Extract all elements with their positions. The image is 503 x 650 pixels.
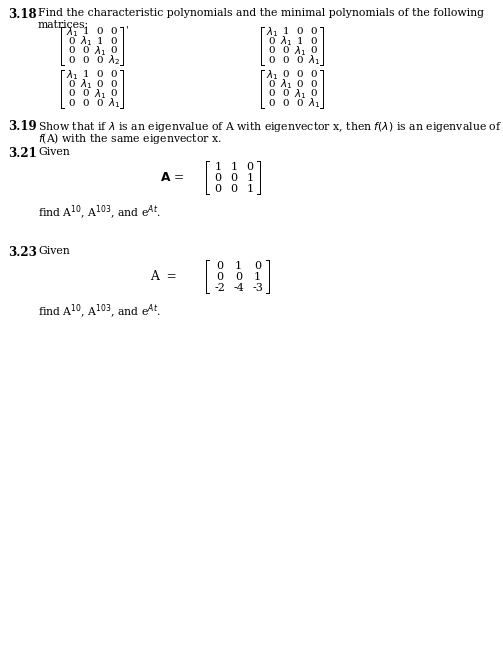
Text: $\lambda_1$: $\lambda_1$ bbox=[308, 53, 320, 67]
Text: 1: 1 bbox=[230, 161, 237, 172]
Text: 1: 1 bbox=[246, 172, 254, 183]
Text: Show that if $\lambda$ is an eigenvalue of A with eigenvector x, then $f(\lambda: Show that if $\lambda$ is an eigenvalue … bbox=[38, 120, 502, 134]
Text: find A$^{10}$, A$^{103}$, and e$^{At}$.: find A$^{10}$, A$^{103}$, and e$^{At}$. bbox=[38, 303, 161, 321]
Text: 0: 0 bbox=[111, 70, 117, 79]
Text: matrices:: matrices: bbox=[38, 20, 89, 29]
Text: $\mathbf{A}$ =: $\mathbf{A}$ = bbox=[160, 171, 184, 184]
Text: 0: 0 bbox=[97, 70, 103, 79]
Text: 1: 1 bbox=[214, 161, 221, 172]
Text: $\lambda_1$: $\lambda_1$ bbox=[79, 77, 92, 91]
Text: 0: 0 bbox=[69, 89, 75, 98]
Text: $f$(A) with the same eigenvector x.: $f$(A) with the same eigenvector x. bbox=[38, 131, 222, 146]
Text: 1: 1 bbox=[82, 27, 90, 36]
Text: 0: 0 bbox=[297, 99, 303, 108]
Text: 0: 0 bbox=[97, 56, 103, 65]
Text: 0: 0 bbox=[216, 261, 223, 270]
Text: 3.18: 3.18 bbox=[8, 8, 37, 21]
Text: 0: 0 bbox=[269, 80, 275, 89]
Text: 0: 0 bbox=[254, 261, 261, 270]
Text: 1: 1 bbox=[297, 37, 303, 46]
Text: 0: 0 bbox=[230, 183, 237, 194]
Text: -3: -3 bbox=[252, 283, 263, 292]
Text: Find the characteristic polynomials and the minimal polynomials of the following: Find the characteristic polynomials and … bbox=[38, 8, 484, 18]
Text: 1: 1 bbox=[254, 272, 261, 281]
Text: $\lambda_1$: $\lambda_1$ bbox=[294, 44, 306, 58]
Text: 0: 0 bbox=[235, 272, 242, 281]
Text: 1: 1 bbox=[283, 27, 289, 36]
Text: $\lambda_1$: $\lambda_1$ bbox=[94, 44, 106, 58]
Text: 0: 0 bbox=[297, 70, 303, 79]
Text: find A$^{10}$, A$^{103}$, and e$^{At}$.: find A$^{10}$, A$^{103}$, and e$^{At}$. bbox=[38, 204, 161, 222]
Text: 0: 0 bbox=[97, 80, 103, 89]
Text: 0: 0 bbox=[69, 37, 75, 46]
Text: $\lambda_1$: $\lambda_1$ bbox=[66, 25, 78, 38]
Text: 0: 0 bbox=[297, 80, 303, 89]
Text: 0: 0 bbox=[230, 172, 237, 183]
Text: $\lambda_1$: $\lambda_1$ bbox=[280, 34, 292, 48]
Text: 0: 0 bbox=[283, 46, 289, 55]
Text: 0: 0 bbox=[69, 46, 75, 55]
Text: -2: -2 bbox=[214, 283, 225, 292]
Text: 0: 0 bbox=[269, 46, 275, 55]
Text: $\lambda_1$: $\lambda_1$ bbox=[308, 96, 320, 110]
Text: $\lambda_1$: $\lambda_1$ bbox=[280, 77, 292, 91]
Text: $\lambda_1$: $\lambda_1$ bbox=[266, 68, 278, 82]
Text: 0: 0 bbox=[269, 99, 275, 108]
Text: 0: 0 bbox=[246, 161, 254, 172]
Text: 0: 0 bbox=[214, 172, 221, 183]
Text: 0: 0 bbox=[82, 46, 90, 55]
Text: 1: 1 bbox=[246, 183, 254, 194]
Text: 0: 0 bbox=[297, 27, 303, 36]
Text: $\lambda_2$: $\lambda_2$ bbox=[108, 53, 120, 67]
Text: 1: 1 bbox=[97, 37, 103, 46]
Text: 3.19: 3.19 bbox=[8, 120, 37, 133]
Text: 0: 0 bbox=[82, 89, 90, 98]
Text: Given: Given bbox=[38, 246, 70, 256]
Text: 1: 1 bbox=[235, 261, 242, 270]
Text: 0: 0 bbox=[214, 183, 221, 194]
Text: 0: 0 bbox=[311, 46, 317, 55]
Text: 0: 0 bbox=[111, 89, 117, 98]
Text: 3.23: 3.23 bbox=[8, 246, 37, 259]
Text: Given: Given bbox=[38, 147, 70, 157]
Text: 0: 0 bbox=[97, 99, 103, 108]
Text: 0: 0 bbox=[283, 99, 289, 108]
Text: 1: 1 bbox=[82, 70, 90, 79]
Text: $\lambda_1$: $\lambda_1$ bbox=[79, 34, 92, 48]
Text: A  =: A = bbox=[150, 270, 177, 283]
Text: 0: 0 bbox=[111, 80, 117, 89]
Text: 0: 0 bbox=[111, 37, 117, 46]
Text: 0: 0 bbox=[311, 80, 317, 89]
Text: 0: 0 bbox=[97, 27, 103, 36]
Text: 0: 0 bbox=[311, 70, 317, 79]
Text: 3.21: 3.21 bbox=[8, 147, 37, 160]
Text: 0: 0 bbox=[311, 89, 317, 98]
Text: 0: 0 bbox=[269, 37, 275, 46]
Text: 0: 0 bbox=[283, 89, 289, 98]
Text: 0: 0 bbox=[82, 99, 90, 108]
Text: -4: -4 bbox=[233, 283, 244, 292]
Text: $\lambda_1$: $\lambda_1$ bbox=[266, 25, 278, 38]
Text: 0: 0 bbox=[297, 56, 303, 65]
Text: 0: 0 bbox=[311, 27, 317, 36]
Text: 0: 0 bbox=[111, 27, 117, 36]
Text: $\lambda_1$: $\lambda_1$ bbox=[66, 68, 78, 82]
Text: ': ' bbox=[126, 25, 129, 34]
Text: $\lambda_1$: $\lambda_1$ bbox=[108, 96, 120, 110]
Text: 0: 0 bbox=[111, 46, 117, 55]
Text: 0: 0 bbox=[69, 99, 75, 108]
Text: 0: 0 bbox=[283, 70, 289, 79]
Text: 0: 0 bbox=[269, 56, 275, 65]
Text: 0: 0 bbox=[69, 80, 75, 89]
Text: 0: 0 bbox=[69, 56, 75, 65]
Text: 0: 0 bbox=[283, 56, 289, 65]
Text: 0: 0 bbox=[82, 56, 90, 65]
Text: 0: 0 bbox=[311, 37, 317, 46]
Text: $\lambda_1$: $\lambda_1$ bbox=[94, 87, 106, 101]
Text: 0: 0 bbox=[216, 272, 223, 281]
Text: $\lambda_1$: $\lambda_1$ bbox=[294, 87, 306, 101]
Text: 0: 0 bbox=[269, 89, 275, 98]
